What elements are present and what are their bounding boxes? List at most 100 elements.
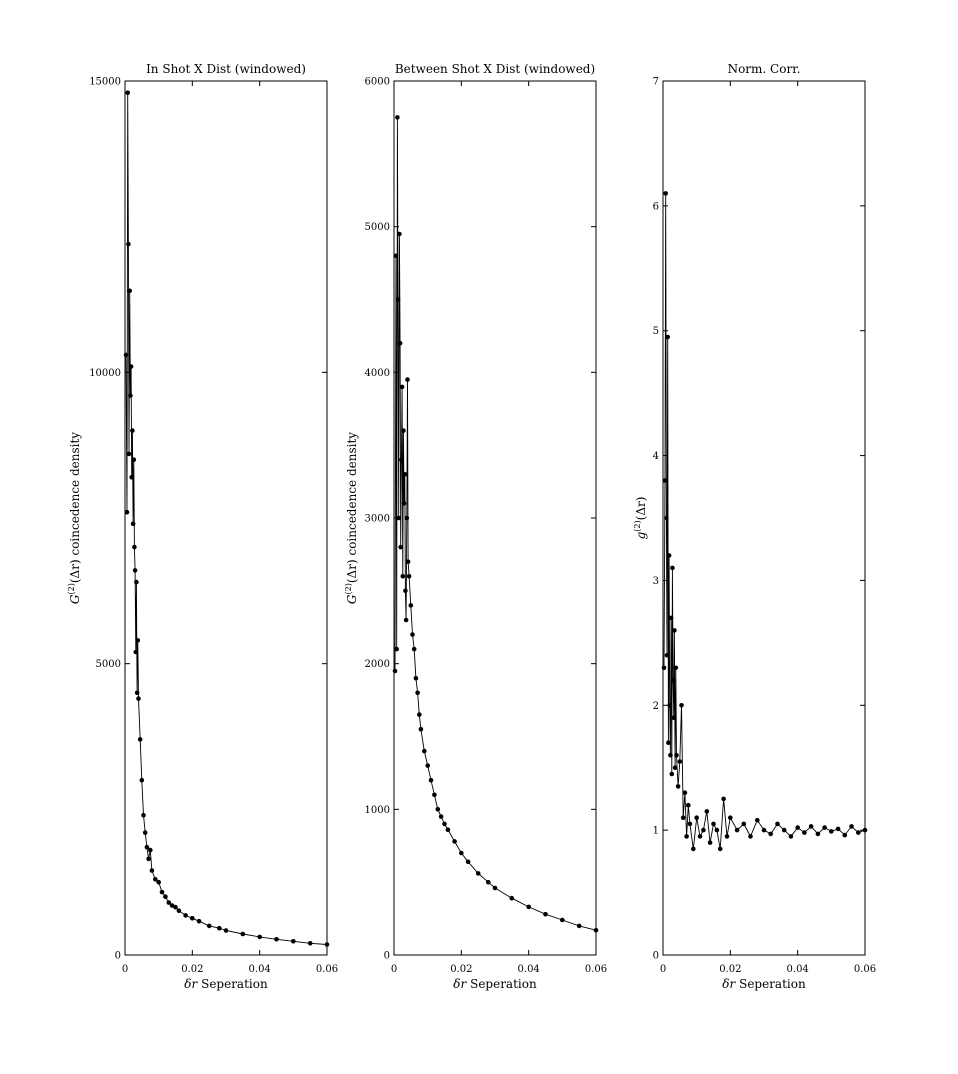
data-point — [717, 846, 723, 852]
data-point — [137, 737, 143, 742]
data-point — [672, 628, 677, 633]
data-point — [183, 913, 188, 918]
data-point — [406, 574, 412, 579]
data-point — [775, 821, 780, 827]
data-point — [307, 941, 313, 946]
x-axis-label-text: Seperation — [201, 977, 268, 991]
data-point — [398, 544, 404, 550]
data-point — [768, 831, 773, 837]
data-point — [711, 821, 716, 827]
data-point — [133, 649, 139, 655]
series-group — [123, 90, 330, 947]
y-tick-label: 5 — [653, 326, 659, 337]
data-point — [408, 603, 414, 608]
data-point — [126, 241, 131, 247]
data-point — [395, 297, 401, 302]
data-point — [257, 934, 263, 940]
data-point — [397, 340, 403, 346]
panel-norm-corr: Norm. Corr. 0 0.02 0.04 0.06 0 1 2 3 4 5 6 7 δr Sep… — [633, 62, 876, 991]
x-axis-label-var: δr — [453, 977, 467, 991]
y-tick-label: 6 — [653, 201, 659, 212]
data-point — [560, 917, 565, 923]
data-point — [492, 885, 498, 891]
panel-title: Norm. Corr. — [728, 62, 801, 76]
data-point — [190, 916, 195, 921]
data-point — [148, 847, 153, 853]
series-line — [663, 193, 866, 849]
data-point — [415, 690, 420, 696]
data-point — [666, 553, 672, 558]
y-axis-label-text: coincedence density — [345, 432, 359, 556]
data-point — [808, 824, 814, 829]
y-tick-label: 5000 — [96, 659, 121, 670]
y-tick-label: 4000 — [365, 368, 390, 379]
data-point — [829, 829, 834, 834]
x-tick-label: 0.04 — [518, 964, 540, 975]
plot-frame — [662, 80, 866, 956]
data-point — [176, 908, 182, 913]
data-point — [781, 827, 787, 833]
data-point — [130, 521, 136, 527]
data-point — [714, 827, 720, 833]
data-point — [459, 850, 464, 856]
data-point — [704, 809, 710, 814]
data-point — [701, 827, 706, 833]
y-tick-label: 5000 — [365, 222, 390, 233]
x-axis-label: δr Seperation — [722, 977, 806, 991]
data-point — [142, 830, 148, 835]
data-point — [509, 895, 515, 901]
x-tick-label: 0.04 — [249, 964, 271, 975]
data-point — [126, 451, 132, 457]
x-tick-label: 0.02 — [181, 964, 203, 975]
data-point — [403, 588, 408, 594]
data-point — [399, 384, 405, 390]
y-tick-label: 6000 — [365, 77, 390, 88]
y-tick-label: 2 — [653, 701, 659, 712]
y-tick-label: 3000 — [365, 514, 390, 525]
data-point — [822, 825, 827, 830]
data-point — [679, 703, 684, 708]
data-point — [274, 937, 279, 942]
y-axis-label-arg: (Δr) — [68, 559, 82, 583]
data-point — [728, 815, 733, 820]
data-point — [411, 646, 417, 652]
data-point — [667, 703, 672, 708]
panel-title: Between Shot X Dist (windowed) — [395, 62, 595, 76]
data-point — [418, 726, 424, 732]
data-point — [835, 826, 841, 832]
data-point — [169, 903, 175, 908]
data-point — [669, 771, 675, 777]
data-point — [748, 834, 753, 839]
data-point — [136, 696, 141, 701]
y-axis-label: G(2)(Δr) coincedence density — [67, 432, 82, 604]
y-axis-label-sup: (2) — [67, 583, 76, 594]
data-point — [593, 927, 599, 933]
data-point — [403, 617, 409, 623]
data-point — [129, 474, 134, 480]
data-point — [675, 784, 681, 789]
data-point — [452, 839, 457, 844]
data-point — [166, 900, 172, 905]
x-axis-label-var: δr — [722, 977, 736, 991]
data-point — [815, 831, 821, 837]
data-point — [849, 824, 854, 829]
data-point — [159, 889, 165, 895]
data-point — [146, 856, 151, 862]
x-axis-label-text: Seperation — [470, 977, 537, 991]
data-point — [680, 815, 686, 820]
data-point — [741, 821, 747, 827]
data-point — [156, 879, 161, 885]
data-point — [697, 834, 703, 839]
data-point — [707, 840, 713, 845]
x-tick-label: 0.06 — [316, 964, 338, 975]
data-point — [734, 827, 740, 833]
data-point — [196, 918, 202, 924]
x-tick-label: 0 — [122, 964, 128, 975]
data-point — [724, 834, 730, 839]
y-tick-label: 3 — [653, 576, 659, 587]
series-line — [394, 117, 597, 931]
y-tick-label: 7 — [653, 77, 659, 88]
data-point — [486, 879, 491, 885]
data-point — [206, 923, 212, 929]
data-point — [393, 253, 399, 259]
